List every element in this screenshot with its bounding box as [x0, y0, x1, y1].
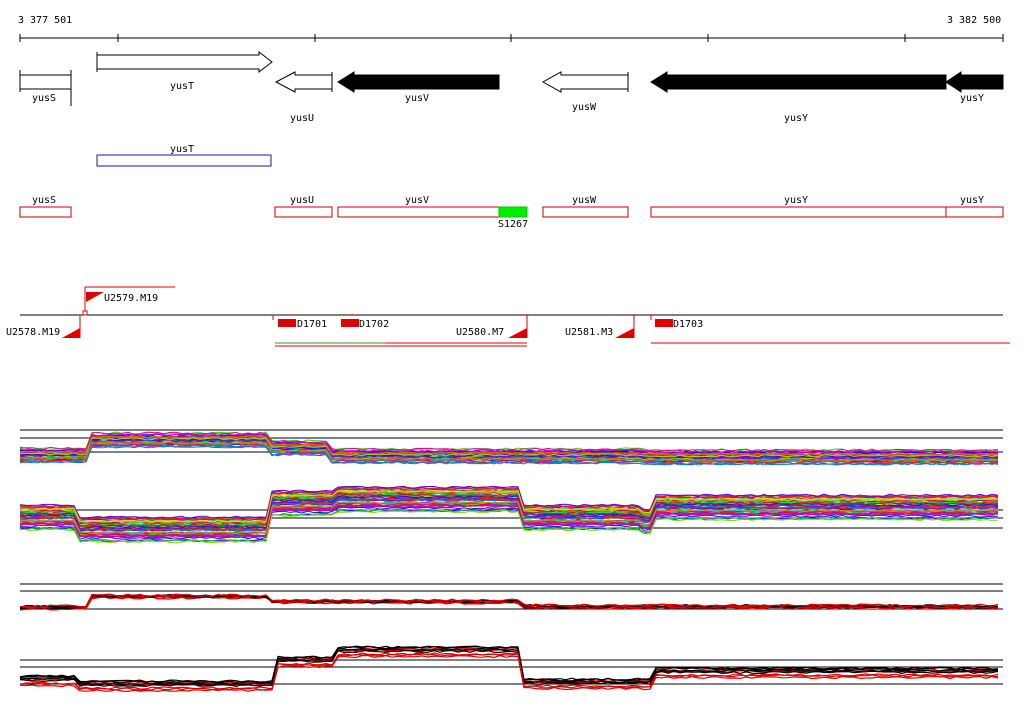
expression-profiles-3: [19, 593, 999, 611]
gene-label-yusU: yusU: [290, 113, 314, 124]
promoter-marker: [82, 310, 88, 316]
gene-yusT[interactable]: [96, 50, 273, 74]
expression-profile-line: [19, 493, 999, 527]
red-annotation-label: yusW: [572, 195, 597, 206]
expression-panel-2: [19, 485, 1003, 544]
expression-profile-line: [19, 487, 998, 521]
blue-annotation-yusT[interactable]: [96, 154, 272, 167]
regulatory-track: U2579.M19 U2578.M19 D1701 D1702 U2580.M7…: [6, 286, 1010, 347]
gene-label-yusV: yusV: [405, 93, 429, 104]
expression-profiles-2: [19, 485, 999, 544]
terminator-d1702[interactable]: [341, 319, 359, 327]
expression-profile-line: [19, 441, 999, 462]
blue-annotation-label: yusT: [170, 144, 194, 155]
red-annotation-yusY-short[interactable]: [945, 206, 1004, 218]
promoter-label-u2580: U2580.M7: [456, 327, 504, 338]
expression-profile-line: [19, 646, 999, 684]
red-annotation-yusS[interactable]: [19, 206, 72, 218]
expression-panel-1: [19, 429, 1003, 466]
promoter-flag-u2580[interactable]: [508, 328, 527, 338]
expression-profile-line: [19, 647, 999, 686]
expression-profile-line: [19, 654, 999, 693]
promoter-label-u2578: U2578.M19: [6, 327, 60, 338]
expression-profile-line: [19, 509, 998, 543]
red-annotation-label: yusV: [405, 195, 429, 206]
expression-profile-line: [19, 496, 999, 530]
expression-profile-line: [20, 593, 999, 608]
terminator-d1703[interactable]: [655, 319, 673, 327]
green-feature-label: S1267: [498, 219, 528, 230]
expression-profiles-1: [19, 431, 999, 466]
red-annotation-yusW[interactable]: [542, 206, 629, 218]
red-annotation-yusV[interactable]: [337, 206, 500, 218]
expression-profile-line: [19, 653, 998, 691]
expression-panel-4: [19, 645, 1003, 693]
gene-label-yusT: yusT: [170, 81, 194, 92]
gene-yusS[interactable]: [19, 74, 72, 90]
expression-profile-line: [19, 503, 999, 537]
promoter-flag-u2579[interactable]: [86, 292, 104, 302]
expression-profile-line: [19, 437, 999, 458]
blue-annotation-track: yusT: [96, 144, 272, 167]
red-annotation-label: yusU: [290, 195, 314, 206]
expression-profile-line: [19, 649, 999, 688]
gene-label-yusY-long: yusY: [784, 113, 808, 124]
gene-label-yusW: yusW: [572, 102, 597, 113]
gene-yusY-long[interactable]: [650, 71, 947, 93]
coord-end-label: 3 382 500: [947, 15, 1001, 26]
expression-profile-line: [19, 504, 999, 539]
expression-panel-3: [19, 583, 1003, 611]
expression-profiles-4: [19, 645, 999, 693]
promoter-label-u2581: U2581.M3: [565, 327, 613, 338]
promoter-flag-u2581[interactable]: [615, 328, 634, 338]
red-annotation-track: yusS yusU yusV S1267 yusW yusY yusY: [19, 195, 1004, 230]
expression-profile-line: [19, 439, 999, 460]
promoter-label-u2579: U2579.M19: [104, 293, 158, 304]
expression-profile-line: [19, 485, 999, 519]
coord-start-label: 3 377 501: [18, 15, 72, 26]
expression-profile-line: [19, 489, 999, 523]
terminator-label-d1703: D1703: [673, 319, 703, 330]
expression-profile-line: [19, 431, 999, 452]
gene-yusW[interactable]: [541, 71, 629, 93]
terminator-label-d1702: D1702: [359, 319, 389, 330]
promoter-flag-u2578[interactable]: [62, 328, 80, 338]
expression-profile-line: [19, 652, 999, 690]
expression-profile-line: [19, 501, 999, 535]
red-annotation-label: yusY: [784, 195, 808, 206]
expression-profile-line: [19, 510, 999, 544]
red-annotation-yusU[interactable]: [274, 206, 333, 218]
red-annotation-label: yusS: [32, 195, 56, 206]
gene-yusY-short[interactable]: [945, 71, 1004, 93]
expression-profile-line: [19, 445, 999, 466]
expression-profile-line: [19, 435, 999, 456]
coordinate-axis: 3 377 501 3 382 500: [18, 15, 1004, 42]
expression-profile-line: [19, 492, 999, 526]
gene-yusV[interactable]: [337, 71, 500, 93]
gene-label-yusY-short: yusY: [960, 93, 984, 104]
gene-yusU[interactable]: [274, 71, 333, 93]
red-annotation-yusY-long[interactable]: [650, 206, 947, 218]
expression-profile-line: [20, 506, 999, 540]
axis-ticks: [19, 34, 1004, 42]
gene-track: yusS yusT yusU yusV yusW yusY yusY: [19, 50, 1004, 124]
green-feature-s1267[interactable]: [498, 206, 528, 218]
red-annotation-label: yusY: [960, 195, 984, 206]
terminator-label-d1701: D1701: [297, 319, 327, 330]
terminator-d1701[interactable]: [278, 319, 296, 327]
gene-label-yusS: yusS: [32, 93, 56, 104]
expression-profile-line: [19, 493, 999, 527]
